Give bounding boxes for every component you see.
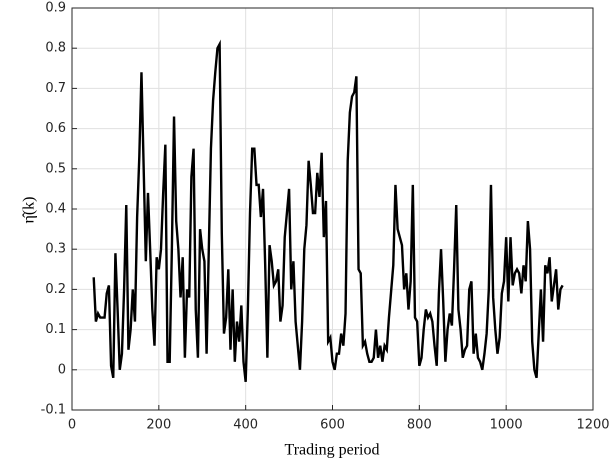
y-tick-label: 0 <box>58 362 66 377</box>
x-tick-label: 800 <box>407 418 432 433</box>
x-tick-label: 1000 <box>490 418 523 433</box>
y-tick-label: 0.3 <box>45 242 66 257</box>
y-tick-label: 0.7 <box>45 81 66 96</box>
data-line <box>92 39 564 382</box>
x-tick-label: 1200 <box>576 418 609 433</box>
x-tick-label: 0 <box>68 418 76 433</box>
axes-box <box>71 7 594 411</box>
y-tick-label: 0.1 <box>45 322 66 337</box>
y-axis-label: η̂(k) <box>21 196 38 223</box>
y-tick-label: 0.5 <box>45 161 66 176</box>
y-tick-label: 0.8 <box>45 41 66 56</box>
y-tick-label: 0.4 <box>45 202 66 217</box>
x-tick-label: 200 <box>146 418 171 433</box>
x-tick-label: 400 <box>233 418 258 433</box>
x-axis-label: Trading period <box>285 442 380 459</box>
y-tick-label: 0.6 <box>45 121 66 136</box>
y-tick-label: -0.1 <box>41 403 66 418</box>
y-tick-label: 0.9 <box>45 1 66 16</box>
y-tick-label: 0.2 <box>45 282 66 297</box>
x-tick-label: 600 <box>320 418 345 433</box>
